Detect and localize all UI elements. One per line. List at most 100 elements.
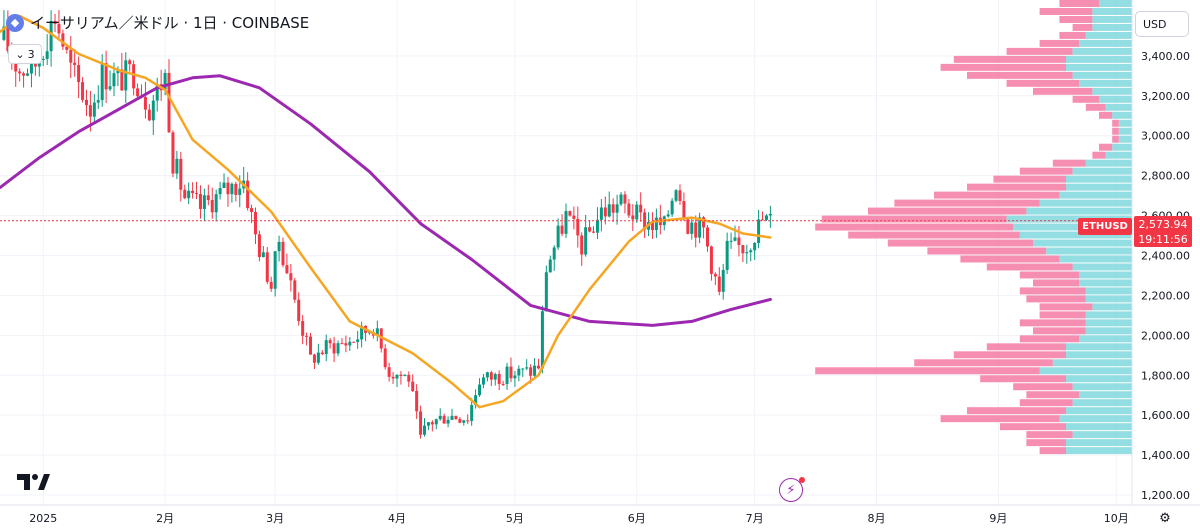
price-axis[interactable]: 1,200.00 1,400.00 1,600.00 1,800.00 2,000.00… (1141, 50, 1190, 502)
notification-dot (799, 477, 805, 483)
candle-body (297, 299, 301, 322)
candle-body (226, 182, 230, 195)
indicator-legend-toggle[interactable]: ⌄ 3 (8, 44, 42, 64)
candle-body (576, 218, 580, 236)
candle-body (238, 188, 242, 195)
volume-profile-bar-down (1019, 319, 1086, 327)
candle-body (14, 59, 18, 72)
volume-profile-bar-down (1085, 103, 1106, 111)
volume-profile-bar-down (934, 191, 1060, 199)
candle-body (124, 60, 128, 91)
volume-profile-bar-down (1039, 39, 1080, 47)
candle-body (261, 252, 265, 258)
candle-body (88, 105, 92, 117)
volume-profile-bar-up (1066, 375, 1132, 383)
candle-body (713, 273, 717, 277)
candle-body (253, 211, 257, 235)
price-tick-label: 2,400.00 (1141, 249, 1190, 262)
volume-profile-bar-up (1066, 175, 1132, 183)
moving-average-short-line (0, 14, 772, 409)
candle-body (147, 109, 151, 121)
candle-body (497, 374, 501, 384)
candle-body (470, 405, 474, 421)
volume-profile-bar-up (1085, 287, 1132, 295)
candle-body (352, 341, 356, 343)
candle-body (686, 219, 690, 234)
volume-profile-bar-down (1033, 87, 1093, 95)
candle-body (269, 281, 273, 289)
volume-profile-bar-up (1072, 431, 1132, 439)
volume-profile-bar-down (1099, 111, 1113, 119)
volume-profile-bar-up (1079, 39, 1132, 47)
symbol-header[interactable]: ◆ イーサリアム／米ドル · 1日 · COINBASE (6, 12, 309, 33)
candle-body (320, 352, 324, 355)
volume-profile-bar-up (1085, 295, 1132, 303)
time-axis[interactable]: 2025 2月 3月 4月 5月 6月 7月 8月 9月 10月 (29, 512, 1129, 525)
symbol-label: ETHUSD (1082, 221, 1128, 232)
candle-body (411, 381, 415, 391)
candle-body (635, 204, 639, 220)
price-tick-label: 1,400.00 (1141, 449, 1190, 462)
volume-profile-bar-down (1039, 447, 1066, 455)
volume-profile-bar-down (1006, 79, 1080, 87)
candle-body (454, 415, 458, 420)
last-price-label: 2,573.94 19:11:56 (1134, 216, 1192, 247)
volume-profile-bar-up (1066, 351, 1132, 359)
tradingview-logo-icon[interactable] (16, 472, 50, 492)
candle-body (666, 214, 670, 217)
candle-body (312, 354, 316, 363)
time-tick-label: 5月 (506, 512, 524, 525)
volume-profile-bar-down (986, 263, 1073, 271)
candle-body (481, 377, 485, 385)
candle-body (474, 395, 478, 406)
candle-body (741, 244, 745, 254)
time-tick-label: 6月 (628, 512, 646, 525)
volume-profile-bar-up (1085, 327, 1132, 335)
candle-body (737, 237, 741, 245)
candle-body (136, 88, 140, 97)
candle-body (485, 372, 489, 378)
price-tick-label: 3,000.00 (1141, 130, 1190, 143)
candle-body (446, 419, 450, 424)
candle-body (104, 63, 108, 90)
volume-profile-bar-up (1085, 311, 1132, 319)
candle-body (108, 86, 112, 90)
lightning-icon[interactable]: ⚡ (779, 477, 805, 502)
time-tick-label: 7月 (746, 512, 764, 525)
candle-body (509, 366, 513, 379)
candle-body (505, 366, 509, 384)
gear-icon[interactable]: ⚙ (1159, 510, 1171, 526)
volume-profile-bar-down (815, 367, 1040, 375)
candle-body (611, 204, 615, 213)
volume-profile-bar-up (1052, 359, 1132, 367)
currency-label: USD (1143, 17, 1167, 31)
volume-profile-bar-up (1039, 199, 1132, 207)
candle-body (2, 26, 6, 40)
candle-body (77, 65, 81, 83)
candle-body (45, 51, 49, 59)
last-price-value: 2,573.94 (1138, 217, 1188, 231)
candle-body (442, 415, 446, 424)
volume-profile-bar-down (1039, 7, 1093, 15)
volume-profile-bar-up (1026, 207, 1132, 215)
price-tick-label: 2,000.00 (1141, 329, 1190, 342)
candle-body (717, 276, 721, 292)
candle-body (749, 250, 753, 253)
candle-body (592, 231, 596, 233)
candle-body (344, 343, 348, 346)
candle-body (65, 46, 69, 50)
price-tick-label: 2,800.00 (1141, 170, 1190, 183)
volume-profile-bar-down (967, 407, 1066, 415)
candle-body (73, 62, 77, 66)
currency-selector[interactable]: USD (1135, 11, 1189, 37)
volume-profile-bar-up (1099, 0, 1132, 7)
volume-profile-bar-up (1105, 103, 1132, 111)
volume-profile-bar-down (986, 343, 1066, 351)
candle-body (163, 72, 167, 91)
volume-profile-bar-up (1079, 79, 1132, 87)
candle-body (533, 365, 537, 376)
volume-profile-bar-down (1033, 279, 1080, 287)
candle-body (309, 336, 313, 355)
candle-body (588, 227, 592, 232)
